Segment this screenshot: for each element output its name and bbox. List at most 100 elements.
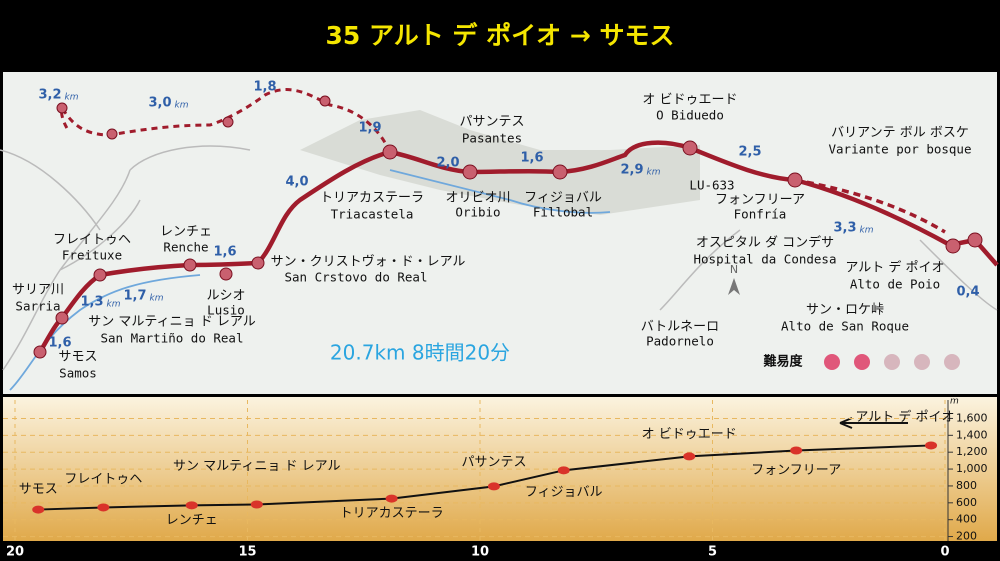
place-name-local: San Martiño do Real <box>101 331 244 346</box>
distance-label: 2,0 <box>436 156 459 171</box>
waypoint <box>219 267 233 281</box>
waypoint-marker <box>683 452 696 461</box>
place-name-local: Fonfría <box>734 207 787 222</box>
place-name-local: Pasantes <box>462 131 522 146</box>
distance-label: 3,3 <box>833 221 856 236</box>
waypoints <box>33 95 983 359</box>
elevation-line <box>38 444 932 511</box>
waypoint-label: フォンフリーア <box>751 463 841 478</box>
distance-label: 0,4 <box>956 285 979 300</box>
distance-label: 1,6 <box>520 151 543 166</box>
place-name: フレイトゥヘ <box>53 233 131 248</box>
map-background <box>3 72 997 394</box>
place-name-local: Hospital da Condesa <box>694 252 837 267</box>
difficulty-scale <box>824 354 960 370</box>
x-tick-label: 0 <box>940 545 949 560</box>
place-name: オ ビドゥエード <box>642 93 737 108</box>
place-name: オスピタル ダ コンデサ <box>696 235 834 251</box>
waypoint <box>382 144 398 160</box>
y-tick-label: 1,200 <box>956 445 988 458</box>
place-name-local: Alto de San Roque <box>781 319 909 334</box>
distance-unit: km <box>647 168 661 178</box>
distance-label: 1,9 <box>358 121 381 136</box>
waypoint-label: フレイトゥヘ <box>64 472 142 487</box>
place-name-local: Triacastela <box>331 207 414 222</box>
map: サリア川 Sarria サモス Samos サン マルティニョ ド レアル Sa… <box>0 72 999 394</box>
distance-label: 2,9 <box>620 163 643 178</box>
profile-axis-band <box>3 541 997 561</box>
place-name: ルシオ <box>206 289 245 304</box>
x-tick-label: 20 <box>6 545 24 560</box>
distance-unit: km <box>150 294 164 304</box>
waypoint-marker <box>925 441 938 450</box>
waypoint-marker <box>250 500 263 509</box>
y-axis-unit: m <box>950 397 959 407</box>
waypoint <box>251 256 265 270</box>
distance-unit: km <box>860 226 874 236</box>
place-name-local: Variante por bosque <box>829 142 972 157</box>
y-tick-label: 800 <box>956 479 977 492</box>
distance-label: 2,5 <box>738 145 761 160</box>
difficulty-dot <box>854 354 870 370</box>
waypoint <box>945 238 961 254</box>
compass-arrow <box>728 278 740 295</box>
distance-unit: km <box>65 93 79 103</box>
waypoint-label: サモス <box>19 482 58 497</box>
place-name: レンチェ <box>160 225 212 240</box>
x-tick-label: 15 <box>238 545 256 560</box>
waypoint <box>462 164 478 180</box>
y-tick-label: 1,600 <box>956 411 988 424</box>
distance-label: 3,0 <box>148 96 171 111</box>
elevation-profile: m 200 400 600 800 1,000 1,200 1,400 1,600 20 15 10… <box>3 397 997 561</box>
waypoint-label: トリアカステーラ <box>340 506 444 521</box>
river <box>9 169 611 391</box>
waypoint <box>222 116 234 128</box>
place-name-local: Freituxe <box>62 248 122 263</box>
place-name-local: San Crstovo do Real <box>285 270 428 285</box>
waypoint <box>33 345 47 359</box>
waypoint-marker <box>97 503 110 512</box>
distance-label: 1,8 <box>253 80 276 95</box>
y-tick-label: 1,000 <box>956 462 988 475</box>
waypoint-marker <box>32 505 45 514</box>
waypoint <box>106 128 118 140</box>
place-name-local: Sarria <box>15 299 60 314</box>
waypoint-marker <box>790 446 803 455</box>
y-tick-label: 1,400 <box>956 428 988 441</box>
place-name: バトルネーロ <box>641 320 719 335</box>
y-tick-label: 400 <box>956 513 977 526</box>
place-name-local: Samos <box>59 366 97 381</box>
y-tick-label: 600 <box>956 496 977 509</box>
road-label: LU-633 <box>689 178 734 193</box>
distance-label: 1,7 <box>123 289 146 304</box>
waypoint-label: フィジョバル <box>525 485 603 500</box>
distance-label: 1,6 <box>213 245 236 260</box>
waypoint <box>55 311 69 325</box>
difficulty-dot <box>944 354 960 370</box>
difficulty-dot <box>824 354 840 370</box>
distance-unit: km <box>175 101 189 111</box>
place-name: サモス <box>58 350 97 365</box>
waypoint-marker <box>557 466 570 475</box>
place-name: フォンフリーア <box>715 193 805 208</box>
difficulty-dot <box>884 354 900 370</box>
place-name-local: Renche <box>163 240 208 255</box>
place-name: パサンテス <box>459 115 524 130</box>
waypoint-label: サン マルティニョ ド レアル <box>173 459 341 474</box>
x-tick-label: 10 <box>471 545 489 560</box>
waypoint-marker <box>385 494 398 503</box>
waypoint <box>183 258 197 272</box>
waypoint <box>93 268 107 282</box>
place-name: サン マルティニョ ド レアル <box>88 315 256 330</box>
title: 35 アルト デ ポイオ → サモス <box>325 21 674 50</box>
waypoint <box>319 95 331 107</box>
place-name-local: Fillobal <box>533 205 593 220</box>
road <box>0 145 998 371</box>
waypoint <box>56 102 68 114</box>
compass-label: N <box>730 263 738 276</box>
distance-label: 3,2 <box>38 88 61 103</box>
waypoint-marker <box>487 482 500 491</box>
difficulty-dot <box>914 354 930 370</box>
waypoint <box>682 140 698 156</box>
header-bar <box>0 0 1000 70</box>
